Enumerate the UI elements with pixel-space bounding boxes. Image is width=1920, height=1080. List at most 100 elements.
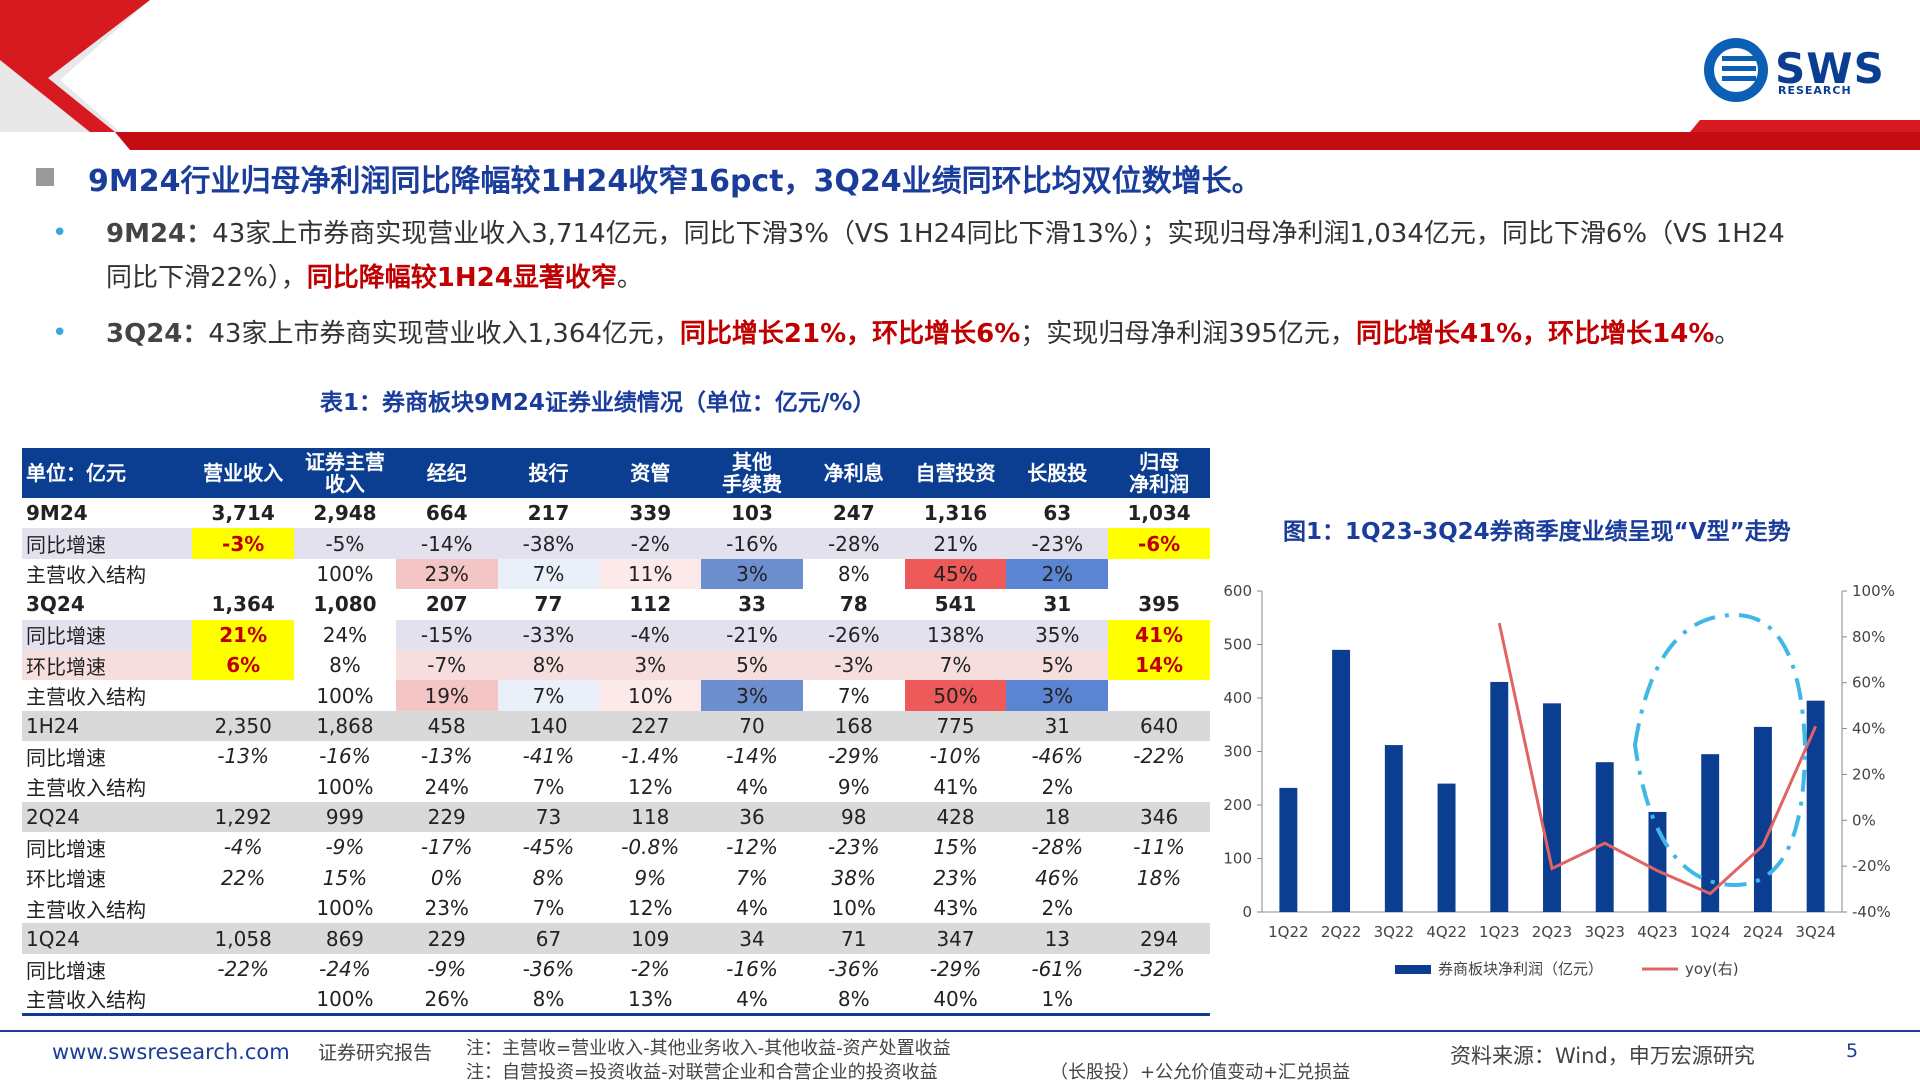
table-cell: -1.4%	[621, 744, 680, 769]
table-cell: 33	[738, 592, 766, 617]
bar	[1753, 726, 1772, 912]
para2-highlight1: 同比增长21%，环比增长6%	[679, 319, 1021, 349]
table-cell: 1,080	[313, 592, 377, 617]
page-number: 5	[1846, 1040, 1859, 1062]
table-cell: -33%	[497, 619, 600, 650]
para1-highlight: 同比降幅较1H24显著收窄	[306, 263, 617, 293]
table-row: 同比增速 21% 24% -15% -33% -4% -21% -26% 138% 35% 41%	[22, 619, 1210, 650]
sws-logo-icon	[1704, 38, 1768, 102]
table-cell: 100%	[316, 774, 374, 799]
para2-end: 。	[1714, 319, 1741, 349]
row-label: 1H24	[22, 710, 193, 742]
table-cell: -38%	[497, 528, 600, 559]
bullet-dot: •	[52, 318, 68, 348]
logo-text: SWS	[1775, 44, 1885, 93]
table-cell: -17%	[420, 835, 473, 860]
table-row: 主营收入结构 100% 24% 7% 12% 4% 9% 41% 2%	[22, 772, 1210, 802]
y-tick-label: 500	[1223, 636, 1252, 654]
table-row: 主营收入结构 100% 19% 7% 10% 3% 7% 50% 3%	[22, 680, 1210, 711]
table-cell	[192, 772, 294, 802]
table-cell: 7%	[497, 558, 600, 590]
y2-tick-label: 0%	[1852, 811, 1876, 829]
row-label: 2Q24	[22, 801, 193, 833]
x-tick-label: 3Q23	[1585, 923, 1625, 941]
table-cell: 100%	[316, 683, 374, 708]
table-cell: 7%	[532, 896, 565, 921]
table-header-cell: 归母 净利润	[1108, 448, 1210, 498]
table-cell: 26%	[395, 984, 498, 1017]
para1-text2: 同比下滑22%），	[106, 263, 307, 293]
table-cell: 3%	[701, 558, 803, 590]
x-tick-label: 1Q24	[1690, 923, 1730, 941]
table-cell: 35%	[1006, 619, 1109, 650]
table-cell: 1,364	[211, 592, 275, 617]
table-cell: 19%	[395, 680, 498, 711]
table-cell: -28%	[1031, 835, 1084, 860]
y2-tick-label: 60%	[1852, 674, 1885, 692]
x-tick-label: 3Q24	[1795, 923, 1835, 941]
table-cell: -13%	[420, 744, 473, 769]
footer-note-2: 注：自营投资=投资收益-对联营企业和合营企业的投资收益	[466, 1062, 938, 1080]
table-cell: 8%	[497, 984, 600, 1017]
table-cell: 7%	[904, 649, 1007, 681]
y2-tick-label: -20%	[1852, 857, 1891, 875]
table-cell	[192, 984, 295, 1017]
table-cell: 18%	[1136, 865, 1182, 890]
y-tick-label: 400	[1223, 689, 1252, 707]
row-label: 主营收入结构	[22, 984, 193, 1017]
table-cell: -2%	[630, 957, 670, 982]
table-cell: 7%	[532, 774, 565, 799]
earnings-table: 单位：亿元 营业收入 证券主营 收入 经纪 投行 资管 其他 手续费 净利息 自营投资 长股投 归母 净利…	[22, 448, 1210, 1017]
footer-url[interactable]: www.swsresearch.com	[52, 1040, 290, 1064]
table-cell: 4%	[701, 984, 803, 1017]
footer-note-1: 注：主营收=营业收入-其他业务收入-其他收益-资产处置收益	[466, 1038, 951, 1059]
bar	[1490, 681, 1509, 912]
x-tick-label: 4Q22	[1426, 923, 1466, 941]
table-header-cell: 营业收入	[192, 448, 295, 498]
table-cell: 7%	[497, 680, 600, 711]
table-cell: -23%	[827, 835, 880, 860]
table-cell: -24%	[319, 957, 371, 982]
table-cell: 100%	[316, 561, 374, 586]
table-cell: 112	[629, 592, 672, 617]
table-row: 同比增速 -13% -16% -13% -41% -1.4% -14% -29% -10% -46…	[22, 741, 1210, 771]
bar	[1279, 787, 1298, 912]
bullet-dot: •	[52, 218, 68, 248]
table-cell: 3,714	[211, 501, 275, 526]
table-row: 2Q24 1,292 999 229 73 118 36 98 428 18 346	[22, 801, 1210, 833]
table-cell: -5%	[294, 528, 396, 559]
table-cell: -2%	[599, 528, 702, 559]
table-cell: 7%	[837, 683, 870, 708]
table-cell: 5%	[1006, 649, 1109, 681]
table-cell: 38%	[831, 865, 876, 890]
table-cell: 67	[497, 923, 600, 954]
table-cell: 71	[802, 923, 905, 954]
table-cell: 640	[1108, 710, 1210, 742]
table-cell: 541	[934, 592, 977, 617]
footer-divider	[0, 1030, 1920, 1032]
x-tick-label: 3Q22	[1374, 923, 1414, 941]
table-cell: 294	[1108, 923, 1210, 954]
table-cell: 3%	[701, 680, 803, 711]
table-cell: -61%	[1031, 957, 1084, 982]
quarterly-profit-chart: 0 100 200 300 400 500 600 -40% -20% 0% 20% 40% 60% 80…	[1223, 582, 1895, 978]
table-cell: 36	[701, 801, 803, 833]
row-label: 9M24	[26, 501, 88, 526]
table-cell: 23%	[395, 558, 498, 590]
table-cell: 207	[425, 592, 468, 617]
table-cell: 2%	[1006, 558, 1109, 590]
table-cell: 23%	[424, 896, 469, 921]
table-cell: 138%	[904, 619, 1007, 650]
table-header-cell: 投行	[497, 448, 600, 498]
table-cell: -26%	[802, 619, 905, 650]
table-row: 主营收入结构 100% 26% 8% 13% 4% 8% 40% 1%	[22, 984, 1210, 1017]
table-cell: 339	[629, 501, 672, 526]
table-cell: 109	[599, 923, 702, 954]
para2-text2: ；实现归母净利润395亿元，	[1020, 319, 1356, 349]
row-label: 同比增速	[26, 958, 106, 983]
table-cell: -28%	[802, 528, 905, 559]
table-cell: 775	[904, 710, 1007, 742]
table-cell: 458	[395, 710, 498, 742]
bar	[1437, 783, 1456, 912]
table-cell	[1108, 559, 1210, 589]
